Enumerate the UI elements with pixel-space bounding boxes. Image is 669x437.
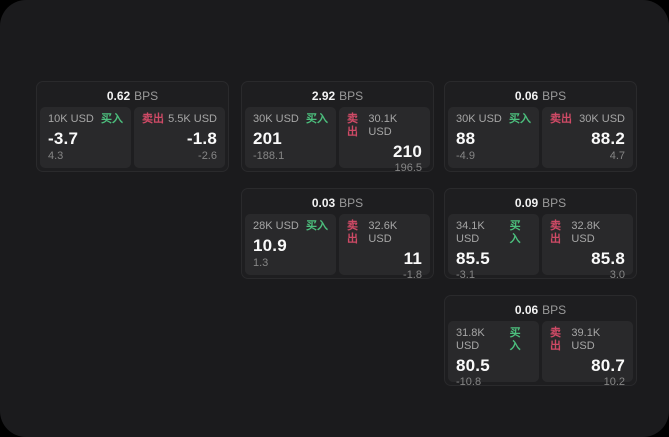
sell-panel[interactable]: 卖出 30.1K USD 210 196.5 [339,107,430,174]
sell-panel[interactable]: 卖出 39.1K USD 80.7 10.2 [542,321,633,388]
sell-price: 85.8 [591,249,625,268]
buy-price: 10.9 [253,236,287,255]
card-header: 0.62 BPS [40,85,225,107]
sell-price: 11 [403,249,422,268]
sell-change: -2.6 [198,150,217,162]
bps-value: 0.09 [514,196,539,210]
buy-change: -188.1 [253,150,285,162]
buy-price: 201 [253,129,282,148]
buy-amount: 30K USD [253,113,299,125]
quote-card: 2.92 BPS 30K USD 买入 201 -188.1 卖出 30.1K … [241,81,434,174]
sell-panel[interactable]: 卖出 32.8K USD 85.8 3.0 [542,214,633,281]
sell-label: 卖出 [347,220,358,245]
bps-unit: BPS [542,89,567,103]
card-header: 0.06 BPS [448,299,633,321]
buy-amount: 34.1K USD [456,220,485,245]
sell-amount: 39.1K USD [571,327,601,352]
buy-amount: 28K USD [253,220,299,232]
buy-change: -10.8 [456,376,482,388]
sell-price: 210 [393,142,422,161]
buy-price: 88 [456,129,476,148]
sell-label: 卖出 [550,327,561,352]
sell-label: 卖出 [550,113,572,125]
sell-change: 196.5 [394,162,422,174]
sell-label: 卖出 [550,220,561,245]
bps-value: 2.92 [311,89,336,103]
buy-panel[interactable]: 30K USD 买入 201 -188.1 [245,107,336,168]
sell-amount: 30.1K USD [368,113,398,138]
buy-panel[interactable]: 30K USD 买入 88 -4.9 [448,107,539,168]
buy-label: 买入 [509,327,521,352]
sell-panel[interactable]: 卖出 5.5K USD -1.8 -2.6 [134,107,225,168]
buy-label: 买入 [509,113,531,125]
buy-price: 80.5 [456,356,490,375]
card-header: 0.09 BPS [448,192,633,214]
sell-label: 卖出 [347,113,358,138]
bps-value: 0.06 [514,303,539,317]
sell-amount: 32.6K USD [368,220,398,245]
bps-unit: BPS [542,303,567,317]
bps-value: 0.06 [514,89,539,103]
sell-change: 4.7 [609,150,625,162]
buy-change: 1.3 [253,257,269,269]
sell-change: 3.0 [609,269,625,281]
buy-label: 买入 [306,113,328,125]
sell-change: 10.2 [603,376,625,388]
bps-unit: BPS [339,196,364,210]
sell-price: -1.8 [186,129,217,148]
buy-panel[interactable]: 31.8K USD 买入 80.5 -10.8 [448,321,539,388]
card-header: 0.03 BPS [245,192,430,214]
buy-price: -3.7 [48,129,79,148]
sell-price: 80.7 [591,356,625,375]
quote-card: 0.06 BPS 30K USD 买入 88 -4.9 卖出 30K USD [444,81,637,172]
buy-change: -3.1 [456,269,475,281]
sell-amount: 30K USD [579,113,625,125]
buy-amount: 30K USD [456,113,502,125]
buy-panel[interactable]: 10K USD 买入 -3.7 4.3 [40,107,131,168]
buy-label: 买入 [101,113,123,125]
quote-card: 0.06 BPS 31.8K USD 买入 80.5 -10.8 卖出 39.1… [444,295,637,388]
buy-amount: 31.8K USD [456,327,485,352]
quote-card: 0.03 BPS 28K USD 买入 10.9 1.3 卖出 32.6K US… [241,188,434,281]
buy-amount: 10K USD [48,113,94,125]
bps-unit: BPS [134,89,159,103]
quote-card: 0.09 BPS 34.1K USD 买入 85.5 -3.1 卖出 32.8K… [444,188,637,281]
sell-amount: 5.5K USD [168,113,217,125]
bps-unit: BPS [339,89,364,103]
buy-label: 买入 [306,220,328,232]
buy-change: 4.3 [48,150,64,162]
sell-price: 88.2 [591,129,625,148]
buy-panel[interactable]: 34.1K USD 买入 85.5 -3.1 [448,214,539,281]
buy-price: 85.5 [456,249,490,268]
sell-amount: 32.8K USD [571,220,601,245]
buy-change: -4.9 [456,150,475,162]
bps-value: 0.62 [106,89,131,103]
bps-value: 0.03 [311,196,336,210]
card-header: 0.06 BPS [448,85,633,107]
bps-unit: BPS [542,196,567,210]
sell-panel[interactable]: 卖出 32.6K USD 11 -1.8 [339,214,430,281]
sell-label: 卖出 [142,113,164,125]
card-header: 2.92 BPS [245,85,430,107]
buy-label: 买入 [509,220,521,245]
sell-panel[interactable]: 卖出 30K USD 88.2 4.7 [542,107,633,168]
quote-card: 0.62 BPS 10K USD 买入 -3.7 4.3 卖出 5.5K USD [36,81,229,172]
sell-change: -1.8 [403,269,422,281]
buy-panel[interactable]: 28K USD 买入 10.9 1.3 [245,214,336,275]
